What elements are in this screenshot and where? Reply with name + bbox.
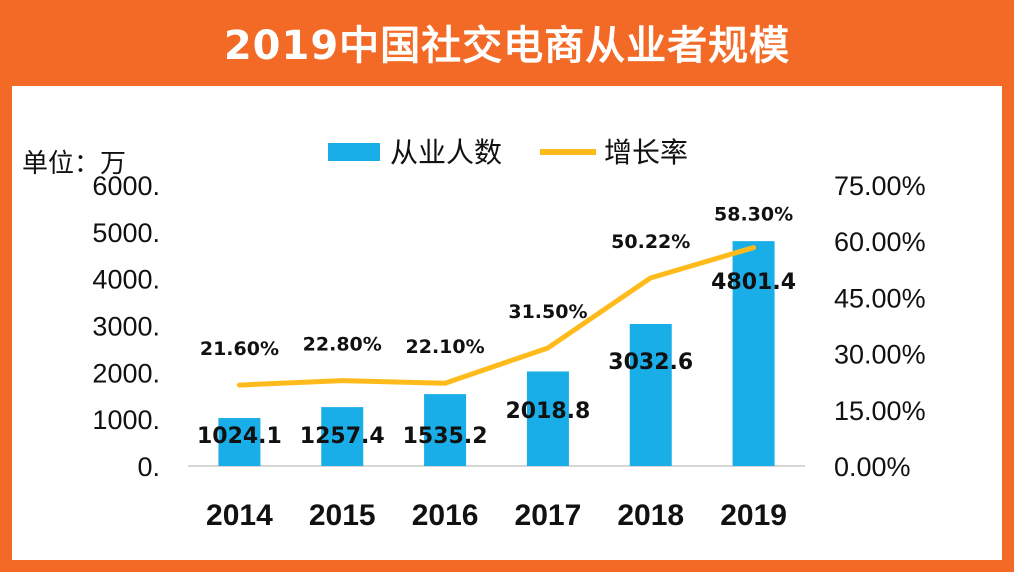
y-right-tick-label: 60.00% [834, 227, 926, 257]
growth-rate-label: 21.60% [200, 338, 279, 360]
growth-rate-label: 22.80% [303, 334, 382, 356]
y-left-tick-label: 3000. [92, 312, 160, 342]
growth-rate-label: 50.22% [611, 231, 690, 253]
chart-panel [12, 86, 1002, 560]
y-left-tick-label: 0. [137, 452, 160, 482]
legend-swatch-bar [328, 143, 380, 161]
legend-label-line: 增长率 [604, 136, 688, 169]
x-category-label: 2015 [309, 499, 376, 532]
bar-value-label: 1024.1 [197, 424, 282, 449]
bar-value-label: 3032.6 [608, 350, 693, 375]
bar-2014 [218, 418, 261, 466]
y-left-tick-label: 6000. [92, 171, 160, 201]
bar-value-label: 4801.4 [711, 270, 796, 295]
y-right-tick-label: 30.00% [834, 340, 926, 370]
bar-value-label: 2018.8 [505, 399, 590, 424]
y-left-tick-label: 4000. [92, 265, 160, 295]
x-category-label: 2017 [515, 499, 582, 532]
x-category-label: 2014 [206, 499, 273, 532]
y-left-tick-label: 5000. [92, 218, 160, 248]
x-category-label: 2019 [720, 499, 787, 532]
chart-title: 2019中国社交电商从业者规模 [223, 23, 791, 69]
y-right-tick-label: 45.00% [834, 283, 926, 313]
growth-rate-line [236, 245, 757, 388]
growth-rate-label: 22.10% [406, 336, 485, 358]
bar-2019 [732, 241, 775, 466]
growth-rate-label: 58.30% [714, 204, 793, 226]
y-left-tick-label: 1000. [92, 405, 160, 435]
growth-rate-label: 31.50% [508, 301, 587, 323]
y-right-tick-label: 0.00% [834, 452, 911, 482]
y-left-tick-label: 2000. [92, 358, 160, 388]
y-right-tick-label: 75.00% [834, 171, 926, 201]
y-right-tick-label: 15.00% [834, 396, 926, 426]
bar-value-label: 1535.2 [403, 424, 488, 449]
bar-2018 [629, 323, 672, 466]
bar-2016 [424, 394, 467, 466]
x-category-label: 2018 [617, 499, 684, 532]
bar-2015 [321, 407, 364, 466]
bar-value-label: 1257.4 [300, 424, 385, 449]
x-category-label: 2016 [412, 499, 479, 532]
bar-2017 [526, 371, 569, 466]
legend-label-bar: 从业人数 [390, 136, 502, 169]
unit-label: 单位：万 [22, 149, 127, 179]
